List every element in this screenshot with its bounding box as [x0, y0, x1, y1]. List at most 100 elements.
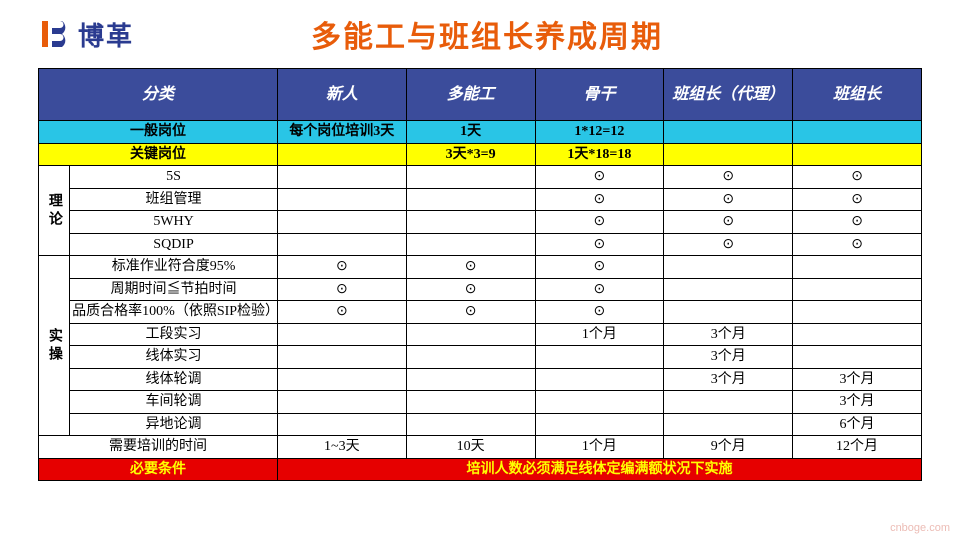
- table-cell: ⊙: [664, 211, 793, 234]
- table-cell: [277, 391, 406, 414]
- table-cell: [793, 278, 922, 301]
- table-cell: [535, 346, 664, 369]
- table-cell: ⊙: [277, 256, 406, 279]
- training-cycle-table: 分类新人多能工骨干班组长（代理）班组长一般岗位每个岗位培训3天1天1*12=12…: [0, 64, 960, 481]
- table-cell: 3个月: [664, 323, 793, 346]
- table-cell: [277, 346, 406, 369]
- page-title: 多能工与班组长养成周期: [54, 12, 920, 56]
- col-header: 多能工: [406, 69, 535, 121]
- row-label: 必要条件: [39, 458, 278, 481]
- table-cell: 1个月: [535, 436, 664, 459]
- table-cell: ⊙: [406, 301, 535, 324]
- table-cell: [793, 346, 922, 369]
- row-label: 异地论调: [70, 413, 278, 436]
- row-label: 工段实习: [70, 323, 278, 346]
- row-label: 线体实习: [70, 346, 278, 369]
- row-label: 班组管理: [70, 188, 278, 211]
- table-cell: [406, 233, 535, 256]
- table-cell: [406, 391, 535, 414]
- table-cell: [664, 256, 793, 279]
- row-label: 周期时间≦节拍时间: [70, 278, 278, 301]
- table-cell: ⊙: [406, 278, 535, 301]
- table-cell: ⊙: [664, 233, 793, 256]
- table-cell: 3个月: [793, 368, 922, 391]
- brand-logo-mark: [40, 18, 72, 50]
- table-cell: 3个月: [793, 391, 922, 414]
- group-practice: 实操: [39, 256, 70, 436]
- table-cell: [277, 188, 406, 211]
- col-header: 新人: [277, 69, 406, 121]
- table-cell: [793, 256, 922, 279]
- table-cell: ⊙: [277, 278, 406, 301]
- table-cell: ⊙: [664, 188, 793, 211]
- table-cell: 6个月: [793, 413, 922, 436]
- table-cell: ⊙: [793, 188, 922, 211]
- table-cell: ⊙: [793, 211, 922, 234]
- table-cell: [406, 188, 535, 211]
- table-cell: [793, 323, 922, 346]
- table-cell: ⊙: [535, 301, 664, 324]
- row-label: 需要培训的时间: [39, 436, 278, 459]
- table-cell: [664, 121, 793, 144]
- group-theory: 理论: [39, 166, 70, 256]
- table-cell: [664, 391, 793, 414]
- table-cell: [664, 143, 793, 166]
- table-cell: 12个月: [793, 436, 922, 459]
- row-label: 品质合格率100%（依照SIP检验）: [70, 301, 278, 324]
- table-cell: [277, 143, 406, 166]
- table-cell: [277, 211, 406, 234]
- table-cell: 每个岗位培训3天: [277, 121, 406, 144]
- table-cell: [793, 121, 922, 144]
- table-cell: 3个月: [664, 346, 793, 369]
- table-cell: 3个月: [664, 368, 793, 391]
- col-header: 分类: [39, 69, 278, 121]
- col-header: 班组长（代理）: [664, 69, 793, 121]
- table-cell: [406, 368, 535, 391]
- table-cell: ⊙: [535, 278, 664, 301]
- watermark: cnboge.com: [890, 522, 950, 534]
- table-cell: 1~3天: [277, 436, 406, 459]
- table-cell: 3天*3=9: [406, 143, 535, 166]
- table-cell: 10天: [406, 436, 535, 459]
- requirement-note: 培训人数必须满足线体定编满额状况下实施: [277, 458, 921, 481]
- table-cell: [664, 413, 793, 436]
- table-cell: ⊙: [793, 166, 922, 189]
- table-cell: 1个月: [535, 323, 664, 346]
- table-cell: [277, 413, 406, 436]
- table-cell: [535, 391, 664, 414]
- table-cell: 1*12=12: [535, 121, 664, 144]
- table-cell: ⊙: [277, 301, 406, 324]
- row-label: 车间轮调: [70, 391, 278, 414]
- table-cell: [793, 143, 922, 166]
- table-cell: 1天*18=18: [535, 143, 664, 166]
- table-cell: ⊙: [535, 256, 664, 279]
- table-cell: [793, 301, 922, 324]
- row-label: SQDIP: [70, 233, 278, 256]
- row-label: 标准作业符合度95%: [70, 256, 278, 279]
- table-cell: ⊙: [664, 166, 793, 189]
- col-header: 班组长: [793, 69, 922, 121]
- row-label: 一般岗位: [39, 121, 278, 144]
- table-cell: [664, 278, 793, 301]
- table-cell: 1天: [406, 121, 535, 144]
- table-cell: [406, 323, 535, 346]
- row-label: 关键岗位: [39, 143, 278, 166]
- table-cell: [406, 413, 535, 436]
- table-cell: ⊙: [535, 211, 664, 234]
- col-header: 骨干: [535, 69, 664, 121]
- table-cell: ⊙: [406, 256, 535, 279]
- table-cell: [277, 233, 406, 256]
- table-cell: [664, 301, 793, 324]
- table-cell: [406, 211, 535, 234]
- table-cell: 9个月: [664, 436, 793, 459]
- table-cell: ⊙: [535, 233, 664, 256]
- table-cell: [277, 368, 406, 391]
- table-cell: [277, 166, 406, 189]
- table-cell: ⊙: [793, 233, 922, 256]
- row-label: 5S: [70, 166, 278, 189]
- table-cell: [277, 323, 406, 346]
- table-cell: [535, 413, 664, 436]
- table-cell: [406, 346, 535, 369]
- table-cell: [406, 166, 535, 189]
- table-cell: ⊙: [535, 188, 664, 211]
